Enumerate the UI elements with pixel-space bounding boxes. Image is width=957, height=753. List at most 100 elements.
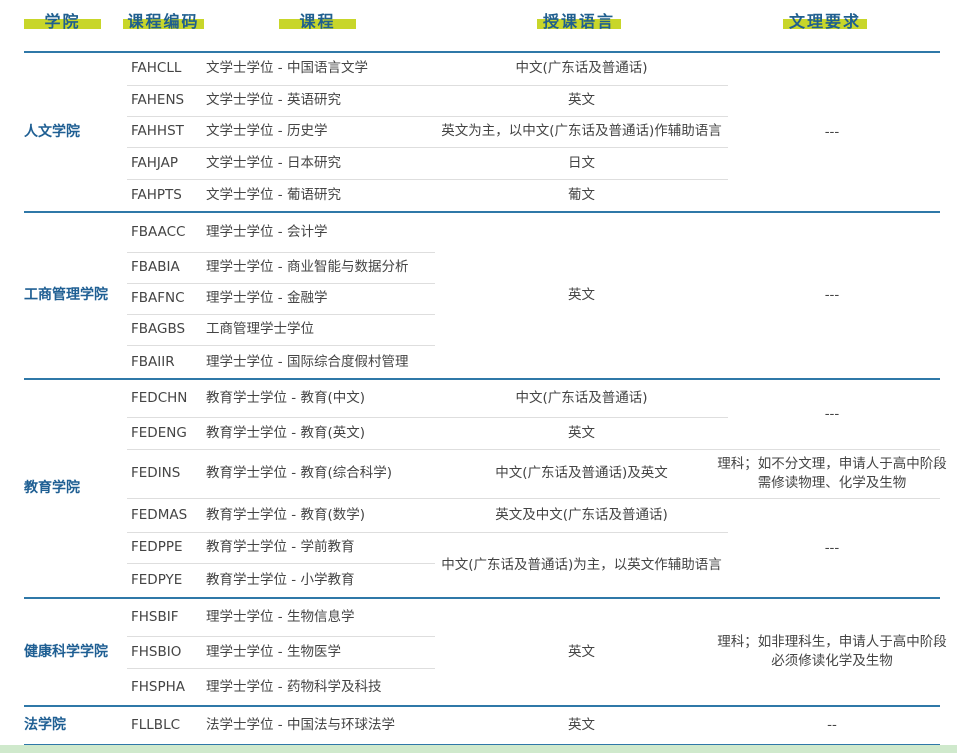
header-highlight: [279, 19, 356, 29]
course-code: FEDPPE: [131, 539, 183, 555]
row-divider: [127, 532, 435, 533]
course-name: 教育学士学位 - 教育(英文): [206, 424, 365, 441]
requirement: 理科；如非理科生，申请人于高中阶段必须修读化学及生物: [717, 634, 947, 669]
language: 英文: [568, 424, 595, 441]
header-code: 课程编码: [127, 12, 200, 31]
language: 英文及中文(广东话及普通话): [495, 506, 668, 523]
divider: [24, 705, 940, 707]
divider: [24, 51, 940, 53]
language: 英文: [568, 92, 595, 108]
row-divider: [127, 449, 435, 450]
language: 英文: [568, 643, 595, 660]
row-divider: [127, 314, 435, 315]
requirement: 理科；如不分文理，申请人于高中阶段需修读物理、化学及生物: [717, 455, 947, 491]
course-code: FBAGBS: [131, 321, 186, 337]
course-name: 理学士学位 - 国际综合度假村管理: [206, 353, 409, 370]
course-code: FHSBIF: [131, 608, 179, 625]
requirement: --: [827, 717, 837, 733]
course-name: 理学士学位 - 生物医学: [206, 643, 341, 660]
course-code: FLLBLC: [131, 717, 181, 733]
divider: [24, 597, 940, 599]
requirement: ---: [824, 539, 840, 556]
faculty-name: 法学院: [24, 717, 66, 733]
course-code: FHSPHA: [131, 678, 186, 695]
course-name: 理学士学位 - 生物信息学: [206, 608, 355, 625]
course-name: 工商管理学士学位: [206, 321, 314, 337]
row-divider: [127, 252, 435, 253]
row-divider: [435, 116, 728, 117]
row-divider: [435, 449, 728, 450]
language: 葡文: [568, 187, 595, 203]
faculty-name: 教育学院: [24, 480, 80, 496]
requirement: ---: [824, 287, 840, 303]
course-name: 文学士学位 - 英语研究: [206, 92, 341, 108]
header-highlight: [123, 19, 204, 29]
course-name: 文学士学位 - 葡语研究: [206, 187, 341, 203]
course-code: FEDINS: [131, 465, 181, 481]
course-name: 理学士学位 - 药物科学及科技: [206, 678, 382, 695]
course-code: FAHJAP: [131, 154, 179, 171]
course-name: 教育学士学位 - 学前教育: [206, 539, 355, 555]
header-highlight: [24, 19, 101, 29]
course-name: 文学士学位 - 历史学: [206, 123, 328, 139]
row-divider: [435, 417, 728, 418]
requirement: ---: [824, 123, 840, 140]
course-code: FHSBIO: [131, 643, 182, 660]
row-divider: [435, 179, 728, 180]
requirement: ---: [824, 405, 840, 422]
row-divider: [127, 85, 435, 86]
row-divider: [127, 345, 435, 346]
course-code: FAHENS: [131, 92, 185, 108]
course-name: 教育学士学位 - 教育(综合科学): [206, 465, 392, 481]
course-name: 教育学士学位 - 小学教育: [206, 572, 355, 588]
language: 中文(广东话及普通话)为主，以英文作辅助语言: [441, 556, 722, 573]
header-highlight: [783, 19, 867, 29]
faculty-name: 人文学院: [24, 123, 80, 140]
course-name: 理学士学位 - 金融学: [206, 290, 328, 306]
row-divider: [127, 179, 435, 180]
language: 中文(广东话及普通话): [515, 389, 648, 406]
language: 英文: [568, 287, 595, 303]
header-course: 课程: [299, 12, 336, 31]
header-language: 授课语言: [542, 12, 615, 31]
course-name: 文学士学位 - 中国语言文学: [206, 60, 368, 76]
divider: [24, 378, 940, 380]
course-code: FBAFNC: [131, 290, 185, 306]
row-divider: [435, 85, 728, 86]
course-code: FEDENG: [131, 424, 187, 441]
course-code: FEDPYE: [131, 572, 183, 588]
course-code: FEDMAS: [131, 506, 188, 523]
row-divider: [127, 116, 435, 117]
course-name: 理学士学位 - 商业智能与数据分析: [206, 259, 409, 275]
language: 中文(广东话及普通话)及英文: [495, 465, 668, 481]
row-divider: [435, 532, 728, 533]
course-code: FEDCHN: [131, 389, 188, 406]
course-code: FBABIA: [131, 259, 180, 275]
header-highlight: [537, 19, 621, 29]
faculty-name: 健康科学学院: [24, 643, 108, 660]
course-code: FBAACC: [131, 223, 186, 240]
course-code: FAHCLL: [131, 60, 182, 76]
course-name: 理学士学位 - 会计学: [206, 223, 328, 240]
row-divider: [127, 668, 435, 669]
row-divider: [127, 147, 435, 148]
course-code: FAHHST: [131, 123, 184, 139]
row-divider: [127, 498, 435, 499]
row-divider: [435, 147, 728, 148]
faculty-name: 工商管理学院: [24, 287, 108, 303]
language: 英文为主，以中文(广东话及普通话)作辅助语言: [441, 123, 722, 139]
row-divider: [728, 498, 940, 499]
course-name: 教育学士学位 - 教育(数学): [206, 506, 365, 523]
divider: [24, 211, 940, 213]
course-name: 文学士学位 - 日本研究: [206, 154, 341, 171]
row-divider: [127, 636, 435, 637]
course-code: FBAIIR: [131, 353, 175, 370]
row-divider: [728, 449, 940, 450]
header-faculty: 学院: [44, 12, 81, 31]
language: 英文: [568, 717, 595, 733]
footer-band: [0, 745, 957, 753]
row-divider: [435, 498, 728, 499]
row-divider: [127, 283, 435, 284]
row-divider: [127, 417, 435, 418]
row-divider: [127, 563, 435, 564]
